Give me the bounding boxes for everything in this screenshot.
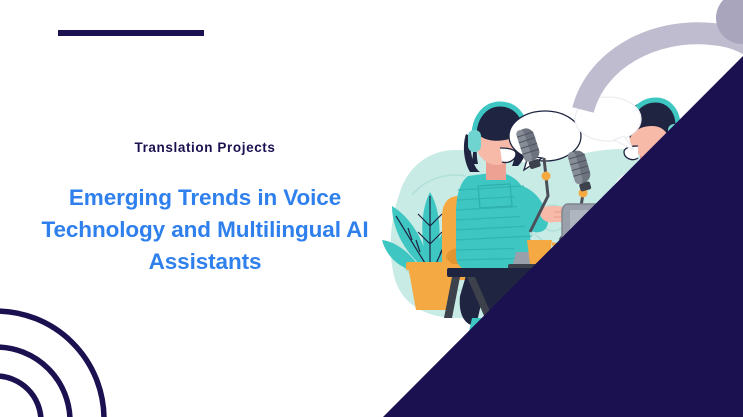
woman-headphone-cup — [468, 130, 481, 152]
arc-middle — [0, 344, 73, 417]
lavender-circle — [716, 0, 743, 44]
bottom-left-arcs — [0, 308, 107, 417]
arc-inner — [0, 373, 44, 417]
woman-with-headphones — [455, 101, 581, 354]
woman-hair — [472, 106, 528, 166]
lavender-arc-ring — [572, 22, 743, 114]
arc-outer — [0, 308, 107, 417]
man-hair — [627, 100, 680, 142]
plant-pot — [408, 266, 458, 310]
page-title: Emerging Trends in Voice Technology and … — [41, 185, 369, 275]
man-smile — [624, 146, 638, 160]
accent-bar — [58, 30, 204, 36]
eyebrow-label: Translation Projects — [134, 140, 276, 155]
microphone-left — [516, 128, 551, 233]
woman-arm-upper — [514, 186, 548, 233]
text-block: Translation Projects Emerging Trends in … — [40, 140, 370, 278]
navy-wedge — [383, 56, 743, 417]
blob-line-1 — [411, 174, 467, 196]
woman-smile — [500, 148, 516, 163]
